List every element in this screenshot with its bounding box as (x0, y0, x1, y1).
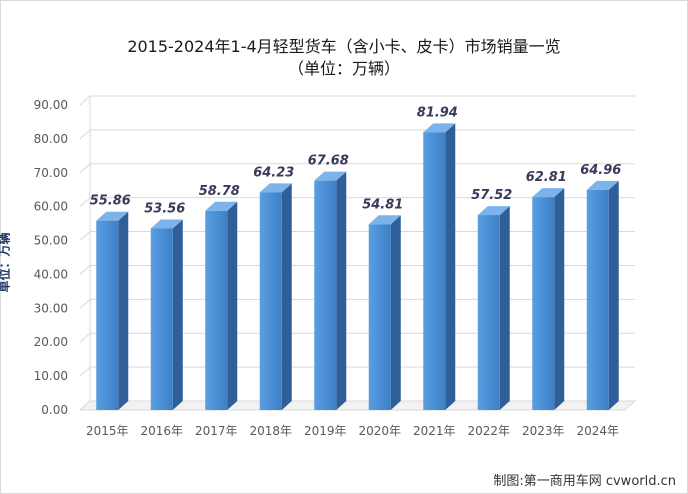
bar (314, 171, 347, 410)
data-label: 58.78 (199, 184, 240, 199)
y-tick-label: 0.00 (41, 403, 68, 417)
bar (477, 206, 510, 410)
bar-top (477, 206, 510, 216)
data-label: 64.23 (253, 165, 294, 180)
x-tick-label: 2018年 (249, 424, 292, 438)
x-tick-label: 2019年 (304, 424, 347, 438)
data-label: 53.56 (144, 201, 185, 216)
x-tick-label: 2020年 (358, 424, 401, 438)
bar-front (586, 189, 609, 410)
data-label: 54.81 (362, 197, 403, 212)
bar-front (259, 192, 282, 410)
x-tick-label: 2021年 (413, 424, 456, 438)
bar (586, 180, 619, 410)
grid-line (79, 95, 635, 106)
bar-side (227, 201, 238, 410)
bar-side (499, 206, 510, 410)
bar-side (281, 183, 292, 410)
data-label: 64.96 (580, 163, 621, 178)
bar-top (368, 215, 401, 225)
chart-title: 2015-2024年1-4月轻型货车（含小卡、皮卡）市场销量一览 (127, 37, 561, 56)
bar-front (205, 210, 228, 410)
y-tick-label: 60.00 (34, 200, 68, 214)
bar-front (477, 215, 500, 410)
bar-front (314, 180, 337, 410)
data-label: 62.81 (526, 170, 567, 185)
bar-side (445, 123, 456, 410)
x-tick-label: 2023年 (522, 424, 565, 438)
bar (205, 201, 238, 410)
y-tick-label: 40.00 (34, 267, 68, 281)
credit-text: 制图:第一商用车网 cvworld.cn (493, 474, 676, 489)
bar-side (554, 188, 565, 410)
data-label: 55.86 (90, 194, 131, 209)
x-tick-label: 2016年 (140, 424, 183, 438)
bar-top (314, 171, 347, 181)
bar-top (423, 123, 456, 133)
bar-front (150, 228, 173, 410)
chart-subtitle: （单位：万辆） (287, 59, 400, 78)
data-label: 57.52 (471, 188, 512, 203)
grid-line (79, 129, 635, 140)
x-tick-label: 2022年 (467, 424, 510, 438)
x-tick-labels: 2015年 2016年 2017年 2018年 2019年 2020年 2021年 2022年… (86, 424, 619, 438)
bar-top (150, 219, 183, 229)
data-labels: 55.86 53.56 58.78 64.23 67.68 54.81 81.94 57.52… (90, 105, 622, 216)
bar-side (118, 211, 129, 410)
y-tick-label: 20.00 (34, 335, 68, 349)
bar-top (96, 211, 129, 221)
bars (96, 123, 619, 410)
x-tick-label: 2017年 (195, 424, 238, 438)
y-tick-label: 70.00 (34, 166, 68, 180)
bar (532, 188, 565, 410)
data-label: 67.68 (308, 154, 349, 169)
bar (150, 219, 183, 410)
y-tick-label: 10.00 (34, 369, 68, 383)
y-tick-label: 80.00 (34, 132, 68, 146)
bar-side (608, 180, 619, 410)
bar-top (259, 183, 292, 193)
x-tick-label: 2015年 (86, 424, 129, 438)
bar-front (368, 224, 391, 410)
y-tick-label: 30.00 (34, 301, 68, 315)
bar-front (96, 220, 119, 410)
bar (259, 183, 292, 410)
x-tick-label: 2024年 (576, 424, 619, 438)
bar-front (532, 197, 555, 410)
bar-top (532, 188, 565, 198)
bar (368, 215, 401, 410)
bar-front (423, 132, 446, 410)
data-label: 81.94 (417, 105, 458, 120)
y-tick-labels: 0.00 10.00 20.00 30.00 40.00 50.00 60.00 70.00 8… (34, 98, 68, 417)
y-tick-label: 50.00 (34, 234, 68, 248)
bar-side (336, 171, 347, 410)
bar-top (586, 180, 619, 190)
bar (423, 123, 456, 410)
bar (96, 211, 129, 410)
bar-top (205, 201, 238, 211)
bar-side (390, 215, 401, 410)
bar-side (172, 219, 183, 410)
y-tick-label: 90.00 (34, 98, 68, 112)
